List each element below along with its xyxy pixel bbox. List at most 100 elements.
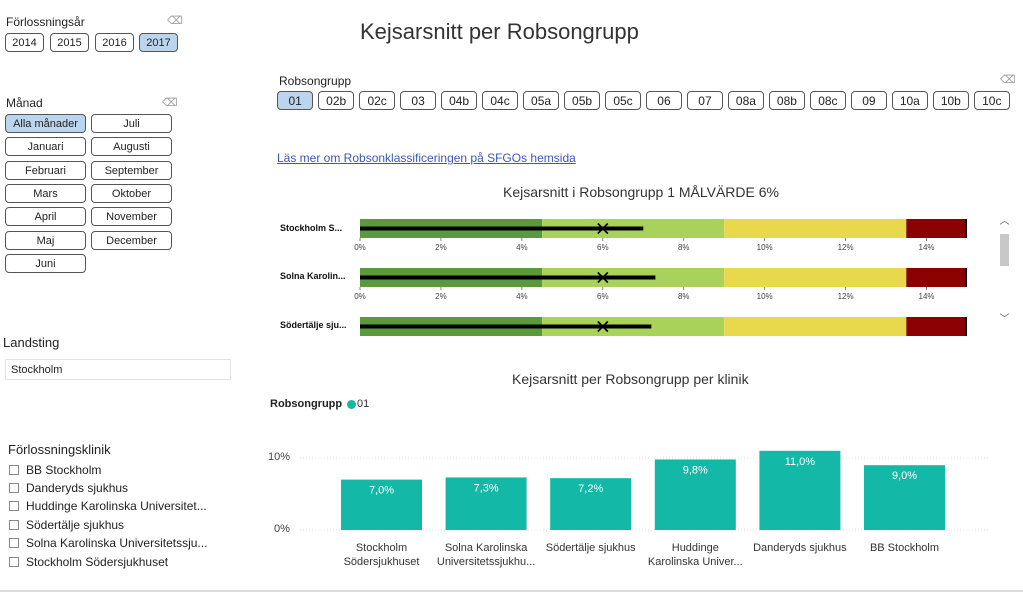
category-label: Huddinge Karolinska Univer... [640,541,750,569]
year-option-2014[interactable]: 2014 [5,33,44,52]
bar[interactable] [864,465,945,530]
robson-option-10a[interactable]: 10a [891,91,929,110]
bullet-band [724,317,907,336]
bullet-band [906,268,967,287]
month-option-januari[interactable]: Januari [5,137,86,156]
checkbox[interactable] [9,538,19,548]
klinik-item-huddinge[interactable]: Huddinge Karolinska Universitet... [9,498,207,514]
month-option-oktober[interactable]: Oktober [91,184,172,203]
robson-option-04b[interactable]: 04b [440,91,478,110]
scroll-up-icon[interactable]: ︿ [999,216,1010,227]
bullet-tick-label: 10% [757,292,773,301]
robson-option-10c[interactable]: 10c [973,91,1010,110]
bullet-tick-label: 12% [838,243,854,252]
clear-year-icon[interactable]: ⌫ [167,15,183,27]
robson-option-05a[interactable]: 05a [522,91,560,110]
bar[interactable] [654,459,736,530]
checkbox[interactable] [9,483,19,493]
bullet-band [906,219,967,238]
month-option-maj[interactable]: Maj [5,231,86,250]
month-option-november[interactable]: November [91,207,172,226]
robson-option-06[interactable]: 06 [645,91,683,110]
checkbox[interactable] [9,465,19,475]
month-option-december[interactable]: December [91,231,172,250]
landsting-dropdown[interactable]: Stockholm [5,359,231,380]
robson-option-10b[interactable]: 10b [932,91,970,110]
robson-option-08b[interactable]: 08b [768,91,806,110]
bullet-band [724,219,907,238]
bar-value-label: 11,0% [785,456,816,468]
category-label-line: Södertälje sjukhus [545,542,636,554]
clear-month-icon[interactable]: ⌫ [162,97,178,109]
category-label-line: Universitetssjukhu... [436,556,536,568]
robson-slicer-title: Robsongrupp [279,74,352,88]
category-label-line: Karolinska Univer... [647,556,743,568]
klinik-item-label: Solna Karolinska Universitetssju... [26,536,208,550]
bullet-tick-label: 4% [516,243,528,252]
bullet-tick-label: 2% [435,243,447,252]
checkbox[interactable] [9,557,19,567]
clear-robson-icon[interactable]: ⌫ [1000,74,1016,86]
robson-option-02b[interactable]: 02b [317,91,355,110]
bullet-value-bar [360,226,644,231]
bar[interactable] [759,450,841,530]
robson-option-09[interactable]: 09 [850,91,888,110]
year-option-2017[interactable]: 2017 [139,33,178,52]
month-option-mars[interactable]: Mars [5,184,86,203]
category-label: Södertälje sjukhus [536,541,646,555]
month-option-september[interactable]: September [91,161,172,180]
klinik-item-label: Stockholm Södersjukhuset [26,555,169,569]
robson-option-07[interactable]: 07 [686,91,724,110]
robson-option-05c[interactable]: 05c [604,91,642,110]
klinik-item-sodersjukhuset[interactable]: Stockholm Södersjukhuset [9,554,168,570]
checkbox[interactable] [9,520,19,530]
bar-value-label: 9,8% [683,464,708,476]
bullet-tick-label: 8% [678,292,690,301]
month-option-all[interactable]: Alla månader [5,114,86,133]
bar[interactable] [550,478,632,530]
klinik-item-sodertalje[interactable]: Södertälje sjukhus [9,517,124,533]
bullet-value-bar [360,324,652,329]
bullet-target-marker [597,271,609,284]
robson-option-01[interactable]: 01 [277,91,314,110]
klinik-item-solna[interactable]: Solna Karolinska Universitetssju... [9,535,207,551]
legend-title: Robsongrupp [270,398,343,410]
klinik-item-bb-stockholm[interactable]: BB Stockholm [9,462,101,478]
bullet-scrollbar[interactable]: ︿ ﹀ [998,212,1011,328]
klinik-slicer-title: Förlossningsklinik [8,442,111,457]
bar[interactable] [445,477,527,530]
bottom-divider [0,590,1023,592]
bullet-chart-title: Kejsarsnitt i Robsongrupp 1 MÅLVÄRDE 6% [503,184,779,200]
robson-option-05b[interactable]: 05b [563,91,601,110]
month-option-juli[interactable]: Juli [91,114,172,133]
bullet-chart: 0% 2% 4% 6% 8% 10% 12% 14% 0% 2% 4% 6% 8% 10% 12% 14% [354,219,967,336]
year-option-2015[interactable]: 2015 [50,33,89,52]
bar[interactable] [341,479,422,530]
robson-option-02c[interactable]: 02c [358,91,396,110]
month-option-april[interactable]: April [5,207,86,226]
robson-option-08c[interactable]: 08c [809,91,847,110]
bar-chart-title: Kejsarsnitt per Robsongrupp per klinik [512,371,749,387]
category-label-line: Solna Karolinska [444,542,528,554]
klinik-item-danderyd[interactable]: Danderyds sjukhus [9,480,128,496]
bullet-tick-label: 0% [354,243,366,252]
landsting-title: Landsting [3,335,60,350]
bullet-tick-label: 10% [757,243,773,252]
bar-value-label: 7,2% [578,483,603,495]
category-label-line: Danderyds sjukhus [753,542,847,554]
year-option-2016[interactable]: 2016 [95,33,134,52]
scroll-thumb[interactable] [1000,234,1009,266]
robson-option-08a[interactable]: 08a [727,91,765,110]
checkbox[interactable] [9,501,19,511]
bullet-tick-label: 2% [435,292,447,301]
klinik-item-label: Huddinge Karolinska Universitet... [26,499,207,513]
month-option-juni[interactable]: Juni [5,254,86,273]
month-option-februari[interactable]: Februari [5,161,86,180]
month-option-augusti[interactable]: Augusti [91,137,172,156]
scroll-down-icon[interactable]: ﹀ [999,314,1010,325]
bullet-tick-label: 8% [678,243,690,252]
robson-option-04c[interactable]: 04c [481,91,519,110]
sfgo-link[interactable]: Läs mer om Robsonklassificeringen på SFG… [277,151,576,165]
bullet-band [906,317,967,336]
robson-option-03[interactable]: 03 [399,91,437,110]
